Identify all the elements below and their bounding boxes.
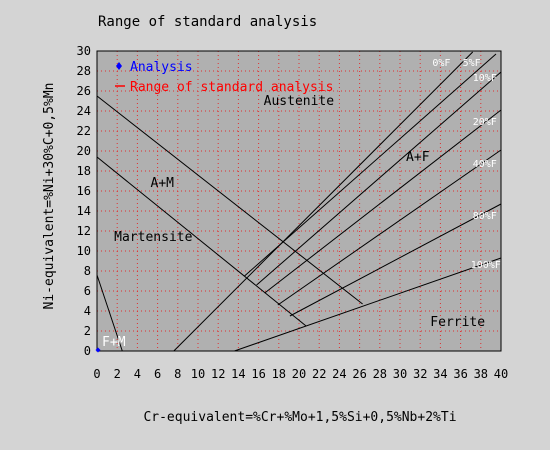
y-tick-label: 20 (77, 144, 91, 158)
annotation-austenite: Austenite (264, 94, 335, 109)
y-tick-label: 8 (84, 264, 91, 278)
boundary-line-ferrite-40 (277, 149, 502, 306)
y-tick-label: 28 (77, 64, 91, 78)
data-points (95, 347, 101, 353)
annotation-80pct-f: 80%F (473, 211, 497, 222)
x-tick-label: 40 (494, 367, 508, 381)
plot-frame (96, 50, 502, 352)
x-tick-label: 22 (312, 367, 326, 381)
annotation-5pct-f: 5%F (463, 58, 481, 69)
annotation-20pct-f: 20%F (473, 117, 497, 128)
x-tick-label: 0 (93, 367, 100, 381)
x-tick-label: 34 (433, 367, 447, 381)
x-tick-label: 4 (134, 367, 141, 381)
y-tick-label: 30 (77, 44, 91, 58)
annotation-10pct-f: 10%F (473, 73, 497, 84)
annotation-f-m: F+M (102, 335, 126, 350)
x-tick-label: 14 (231, 367, 245, 381)
chart-title: Range of standard analysis (98, 14, 317, 30)
x-axis-label: Cr-equivalent=%Cr+%Mo+1,5%Si+0,5%Nb+2%Ti (143, 410, 456, 425)
annotation-a-f: A+F (406, 150, 430, 165)
x-tick-label: 18 (272, 367, 286, 381)
y-tick-label: 2 (84, 324, 91, 338)
boundary-line-ferrite-80 (289, 203, 502, 317)
data-point-analysis (95, 347, 101, 353)
x-tick-label: 38 (474, 367, 488, 381)
boundary-line-ferrite-20 (264, 109, 502, 294)
tick-labels: 0 2 4 6 8 10 12 14 16 18 20 22 24 26 28 30 32 34 36 38 40024… (77, 44, 509, 381)
boundary-line-am-boundary (96, 156, 307, 327)
y-tick-label: 18 (77, 164, 91, 178)
y-tick-label: 14 (77, 204, 91, 218)
boundary-line-fm-boundary (96, 274, 123, 352)
y-tick-label: 10 (77, 244, 91, 258)
x-tick-label: 20 (292, 367, 306, 381)
x-tick-label: 16 (251, 367, 265, 381)
legend-marker-analysis (116, 62, 122, 70)
x-tick-label: 12 (211, 367, 225, 381)
legend-label-standard-range: Range of standard analysis (130, 80, 334, 95)
x-tick-label: 6 (154, 367, 161, 381)
x-tick-label: 30 (393, 367, 407, 381)
annotation-martensite: Martensite (114, 230, 192, 245)
x-tick-label: 32 (413, 367, 427, 381)
region-annotations: 0%F 5%F 10%F 20%F 40%F 80%F 100%F Austenite A+F A… (102, 58, 501, 350)
y-tick-label: 26 (77, 84, 91, 98)
x-tick-label: 28 (373, 367, 387, 381)
x-tick-label: 24 (332, 367, 346, 381)
y-tick-label: 16 (77, 184, 91, 198)
y-tick-label: 22 (77, 124, 91, 138)
y-tick-label: 24 (77, 104, 91, 118)
boundary-line-martensite-boundary (96, 95, 363, 305)
y-tick-label: 4 (84, 304, 91, 318)
annotation-40pct-f: 40%F (473, 159, 497, 170)
x-tick-label: 26 (352, 367, 366, 381)
legend-label-analysis: Analysis (130, 60, 193, 75)
legend: Analysis Range of standard analysis (115, 60, 334, 95)
annotation-ferrite: Ferrite (430, 315, 485, 330)
y-tick-label: 0 (84, 344, 91, 358)
x-tick-label: 2 (114, 367, 121, 381)
plot-area (97, 51, 501, 351)
y-axis-label: Ni-equivalent=%Ni+30%C+0,5%Mn (42, 83, 57, 310)
boundary-line-ferrite-100 (234, 257, 502, 352)
y-tick-label: 12 (77, 224, 91, 238)
annotation-a-m: A+M (151, 176, 175, 191)
y-tick-label: 6 (84, 284, 91, 298)
annotation-100pct-f: 100%F (471, 260, 501, 271)
x-tick-label: 10 (191, 367, 205, 381)
boundary-line-ferrite-0 (173, 51, 474, 352)
boundary-lines (96, 51, 502, 352)
boundary-line-ferrite-10 (256, 71, 502, 286)
annotation-0pct-f: 0%F (432, 58, 450, 69)
boundary-line-ferrite-5 (244, 53, 497, 277)
x-tick-label: 36 (453, 367, 467, 381)
x-tick-label: 8 (174, 367, 181, 381)
